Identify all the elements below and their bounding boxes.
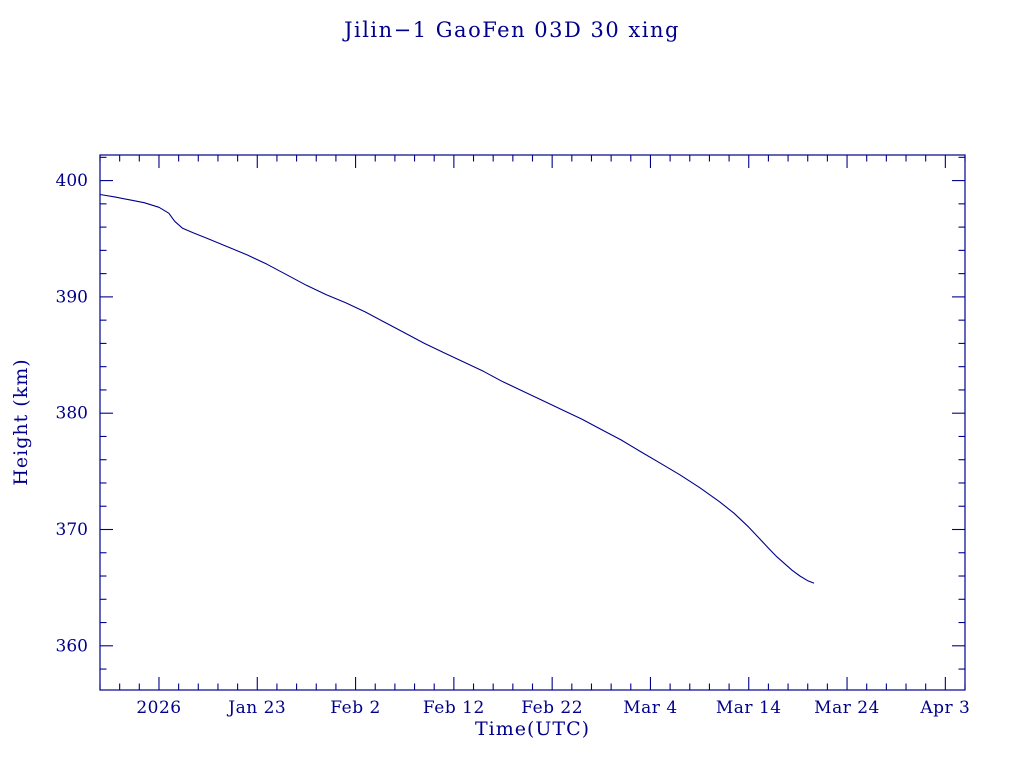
x-tick-label: Feb 22 <box>521 698 583 718</box>
chart-title: Jilin−1 GaoFen 03D 30 xing <box>344 18 680 42</box>
y-tick-label: 380 <box>56 404 88 424</box>
x-tick-label: Feb 2 <box>330 698 381 718</box>
y-tick-label: 390 <box>56 287 88 307</box>
x-tick-label: Feb 12 <box>423 698 485 718</box>
x-tick-label: 2026 <box>136 698 181 718</box>
y-tick-label: 370 <box>56 520 88 540</box>
x-tick-label: Jan 23 <box>226 698 286 718</box>
x-tick-label: Mar 4 <box>623 698 677 718</box>
x-axis-label: Time(UTC) <box>474 718 591 740</box>
plot-frame <box>99 154 966 691</box>
x-tick-label: Mar 14 <box>716 698 782 718</box>
y-tick-label: 400 <box>56 171 88 191</box>
x-tick-label: Mar 24 <box>814 698 880 718</box>
height-series-line <box>99 193 815 584</box>
y-tick-label: 360 <box>56 636 88 656</box>
x-tick-label: Apr 3 <box>919 698 970 718</box>
